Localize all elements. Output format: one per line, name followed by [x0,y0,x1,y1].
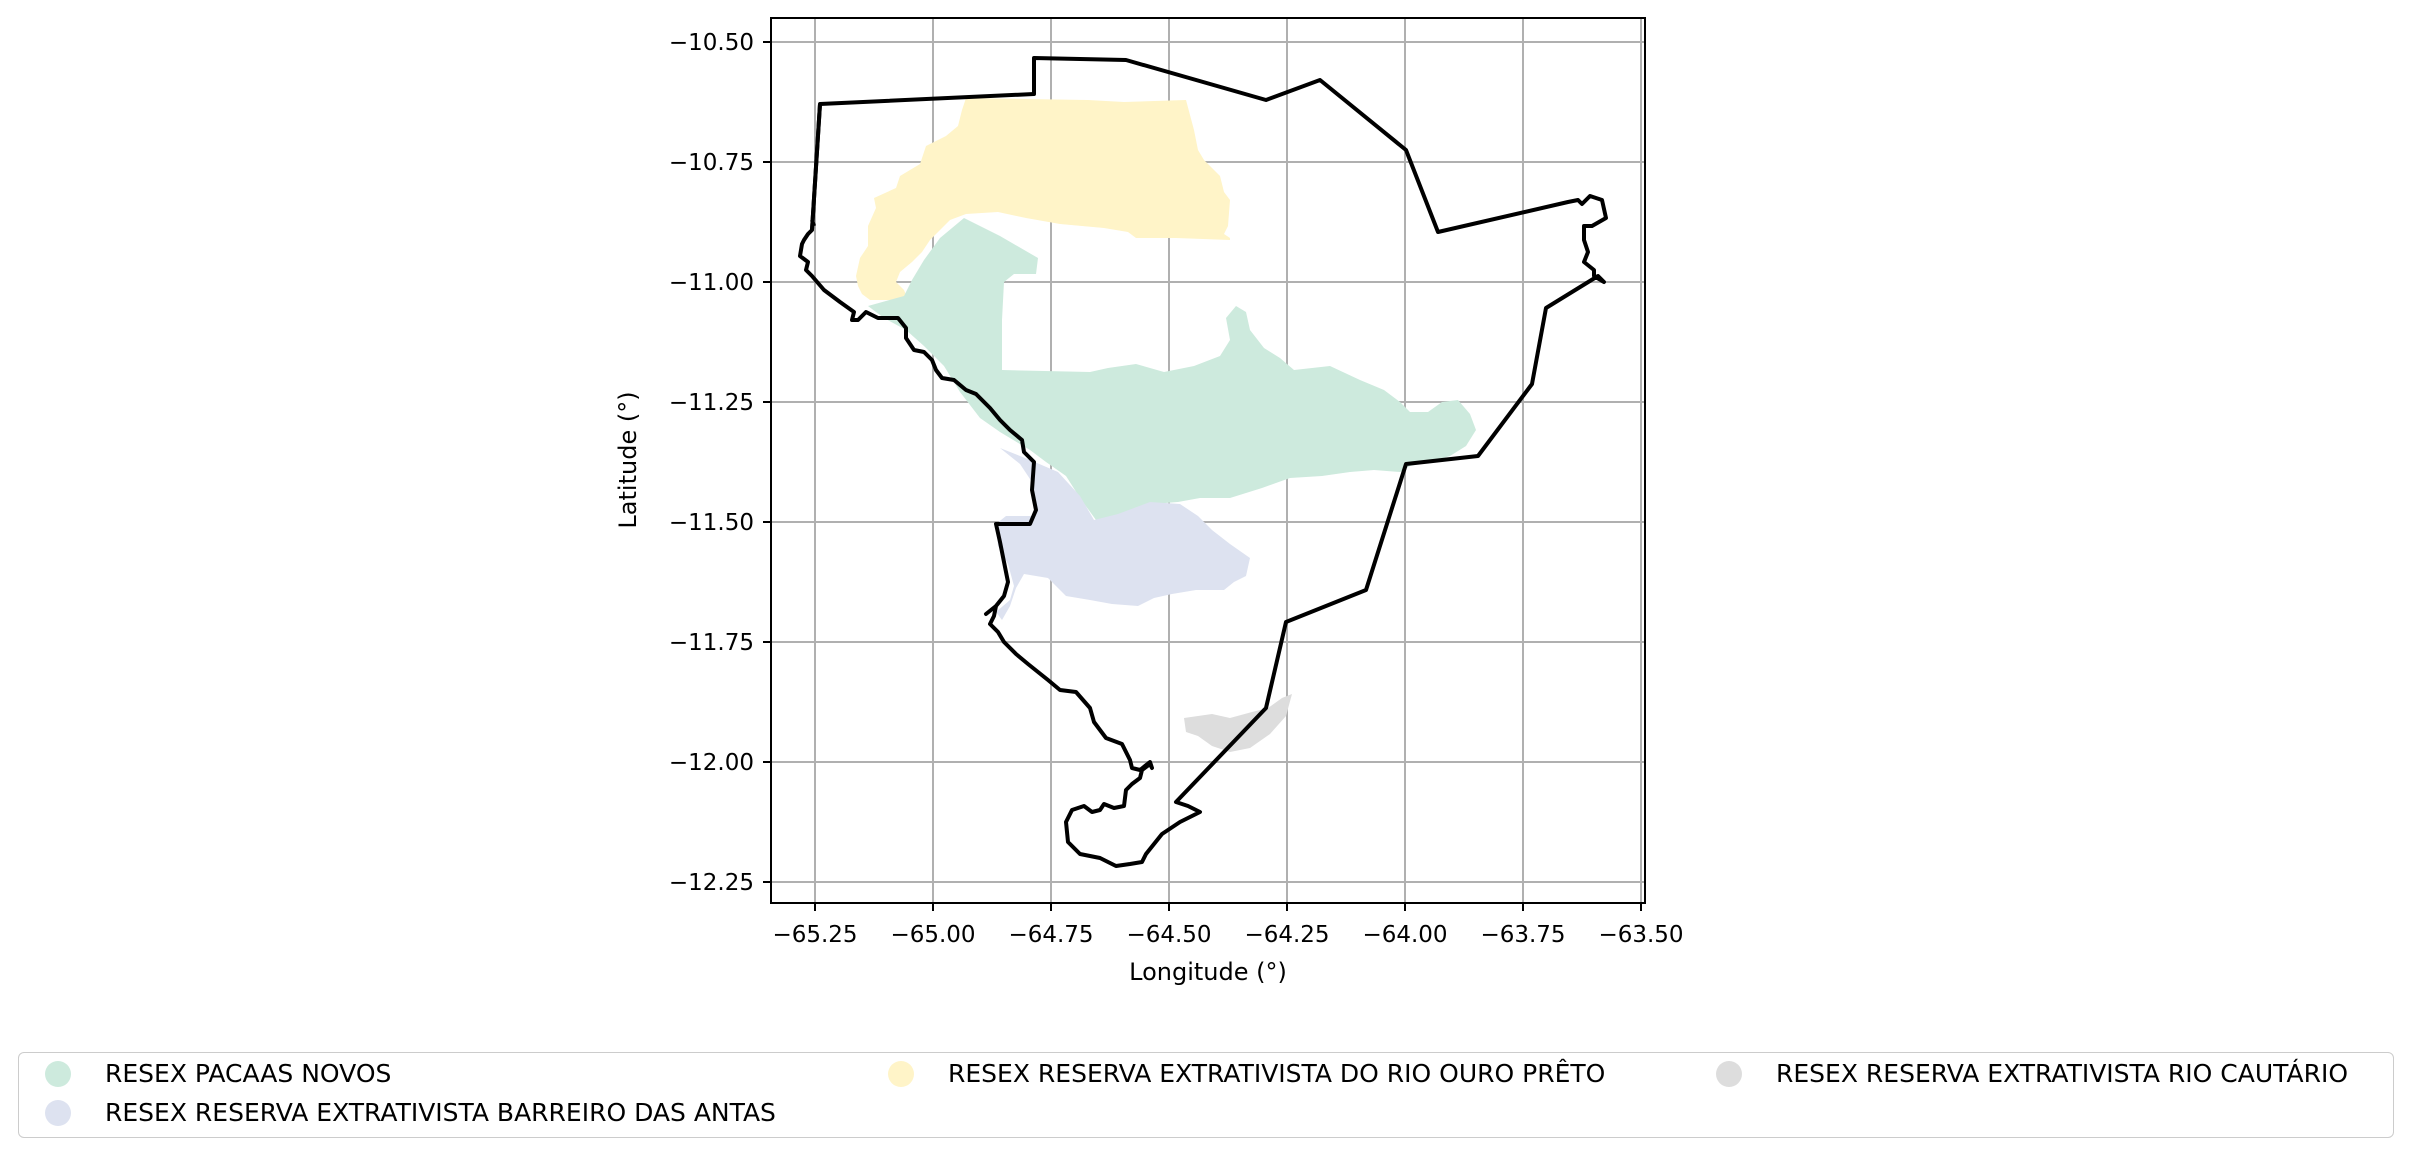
legend-label: RESEX RESERVA EXTRATIVISTA DO RIO OURO P… [948,1059,1606,1088]
y-tick-label: −11.50 [669,510,754,536]
reserve-ouro-preto-area [856,98,1230,300]
legend-item: RESEX RESERVA EXTRATIVISTA RIO CAUTÁRIO [1716,1059,2348,1088]
boundary-outline-tail [810,219,816,227]
y-axis-title: Latitude (°) [614,391,642,528]
plot-frame [770,17,1646,904]
x-tick-label: −65.00 [890,922,975,948]
y-tick-label: −12.25 [669,870,754,896]
legend-swatch [888,1060,914,1087]
legend-swatch [45,1099,71,1126]
tick-marks [763,41,1642,911]
x-tick-label: −65.25 [772,922,857,948]
legend-label: RESEX RESERVA EXTRATIVISTA RIO CAUTÁRIO [1776,1059,2349,1088]
x-tick-label: −64.00 [1362,922,1447,948]
boundary-outline [798,56,1608,868]
reserve-barreiro-das-antas-area [996,448,1250,620]
legend-item: RESEX RESERVA EXTRATIVISTA BARREIRO DAS … [45,1098,776,1127]
y-tick-label: −11.00 [669,270,754,296]
legend: RESEX PACAAS NOVOS RESEX RESERVA EXTRATI… [18,1052,2394,1138]
x-tick-label: −64.50 [1126,922,1211,948]
x-tick-label: −63.50 [1598,922,1683,948]
x-axis-title: Longitude (°) [1129,958,1287,986]
boundary-outline-top [810,103,822,231]
reserve-pacaas-novos-area [868,218,1476,520]
legend-label: RESEX RESERVA EXTRATIVISTA BARREIRO DAS … [105,1098,776,1127]
y-tick-label: −11.75 [669,630,754,656]
y-tick-label: −12.00 [669,750,754,776]
y-tick-label: −11.25 [669,390,754,416]
legend-item: RESEX PACAAS NOVOS [45,1059,391,1088]
x-tick-label: −63.75 [1480,922,1565,948]
legend-swatch [45,1060,71,1087]
y-tick-label: −10.50 [669,30,754,56]
reserve-rio-cautario-area [1184,694,1292,752]
legend-label: RESEX PACAAS NOVOS [105,1059,392,1088]
x-tick-label: −64.25 [1244,922,1329,948]
y-tick-label: −10.75 [669,150,754,176]
legend-swatch [1716,1060,1742,1087]
x-tick-label: −64.75 [1008,922,1093,948]
legend-item: RESEX RESERVA EXTRATIVISTA DO RIO OURO P… [888,1059,1605,1088]
